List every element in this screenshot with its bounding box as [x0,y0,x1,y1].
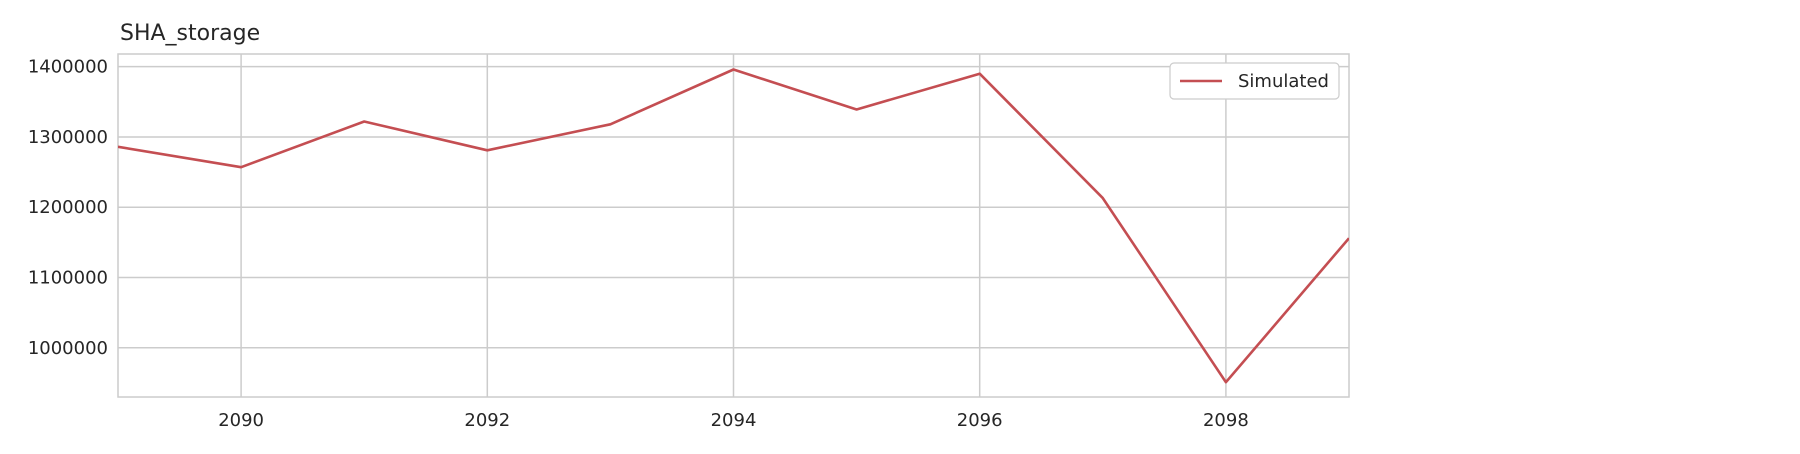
grid [118,54,1349,397]
x-tick-label: 2094 [711,410,757,431]
y-tick-label: 1000000 [28,338,108,359]
y-tick-label: 1400000 [28,57,108,78]
legend-label-simulated: Simulated [1238,71,1329,92]
x-tick-label: 2098 [1203,410,1249,431]
legend: Simulated [1170,63,1339,99]
x-tick-label: 2096 [957,410,1003,431]
y-tick-label: 1200000 [28,197,108,218]
chart-title: SHA_storage [120,21,260,46]
x-tick-label: 2092 [464,410,510,431]
y-tick-label: 1100000 [28,268,108,289]
x-tick-label: 2090 [218,410,264,431]
y-tick-label: 1300000 [28,127,108,148]
